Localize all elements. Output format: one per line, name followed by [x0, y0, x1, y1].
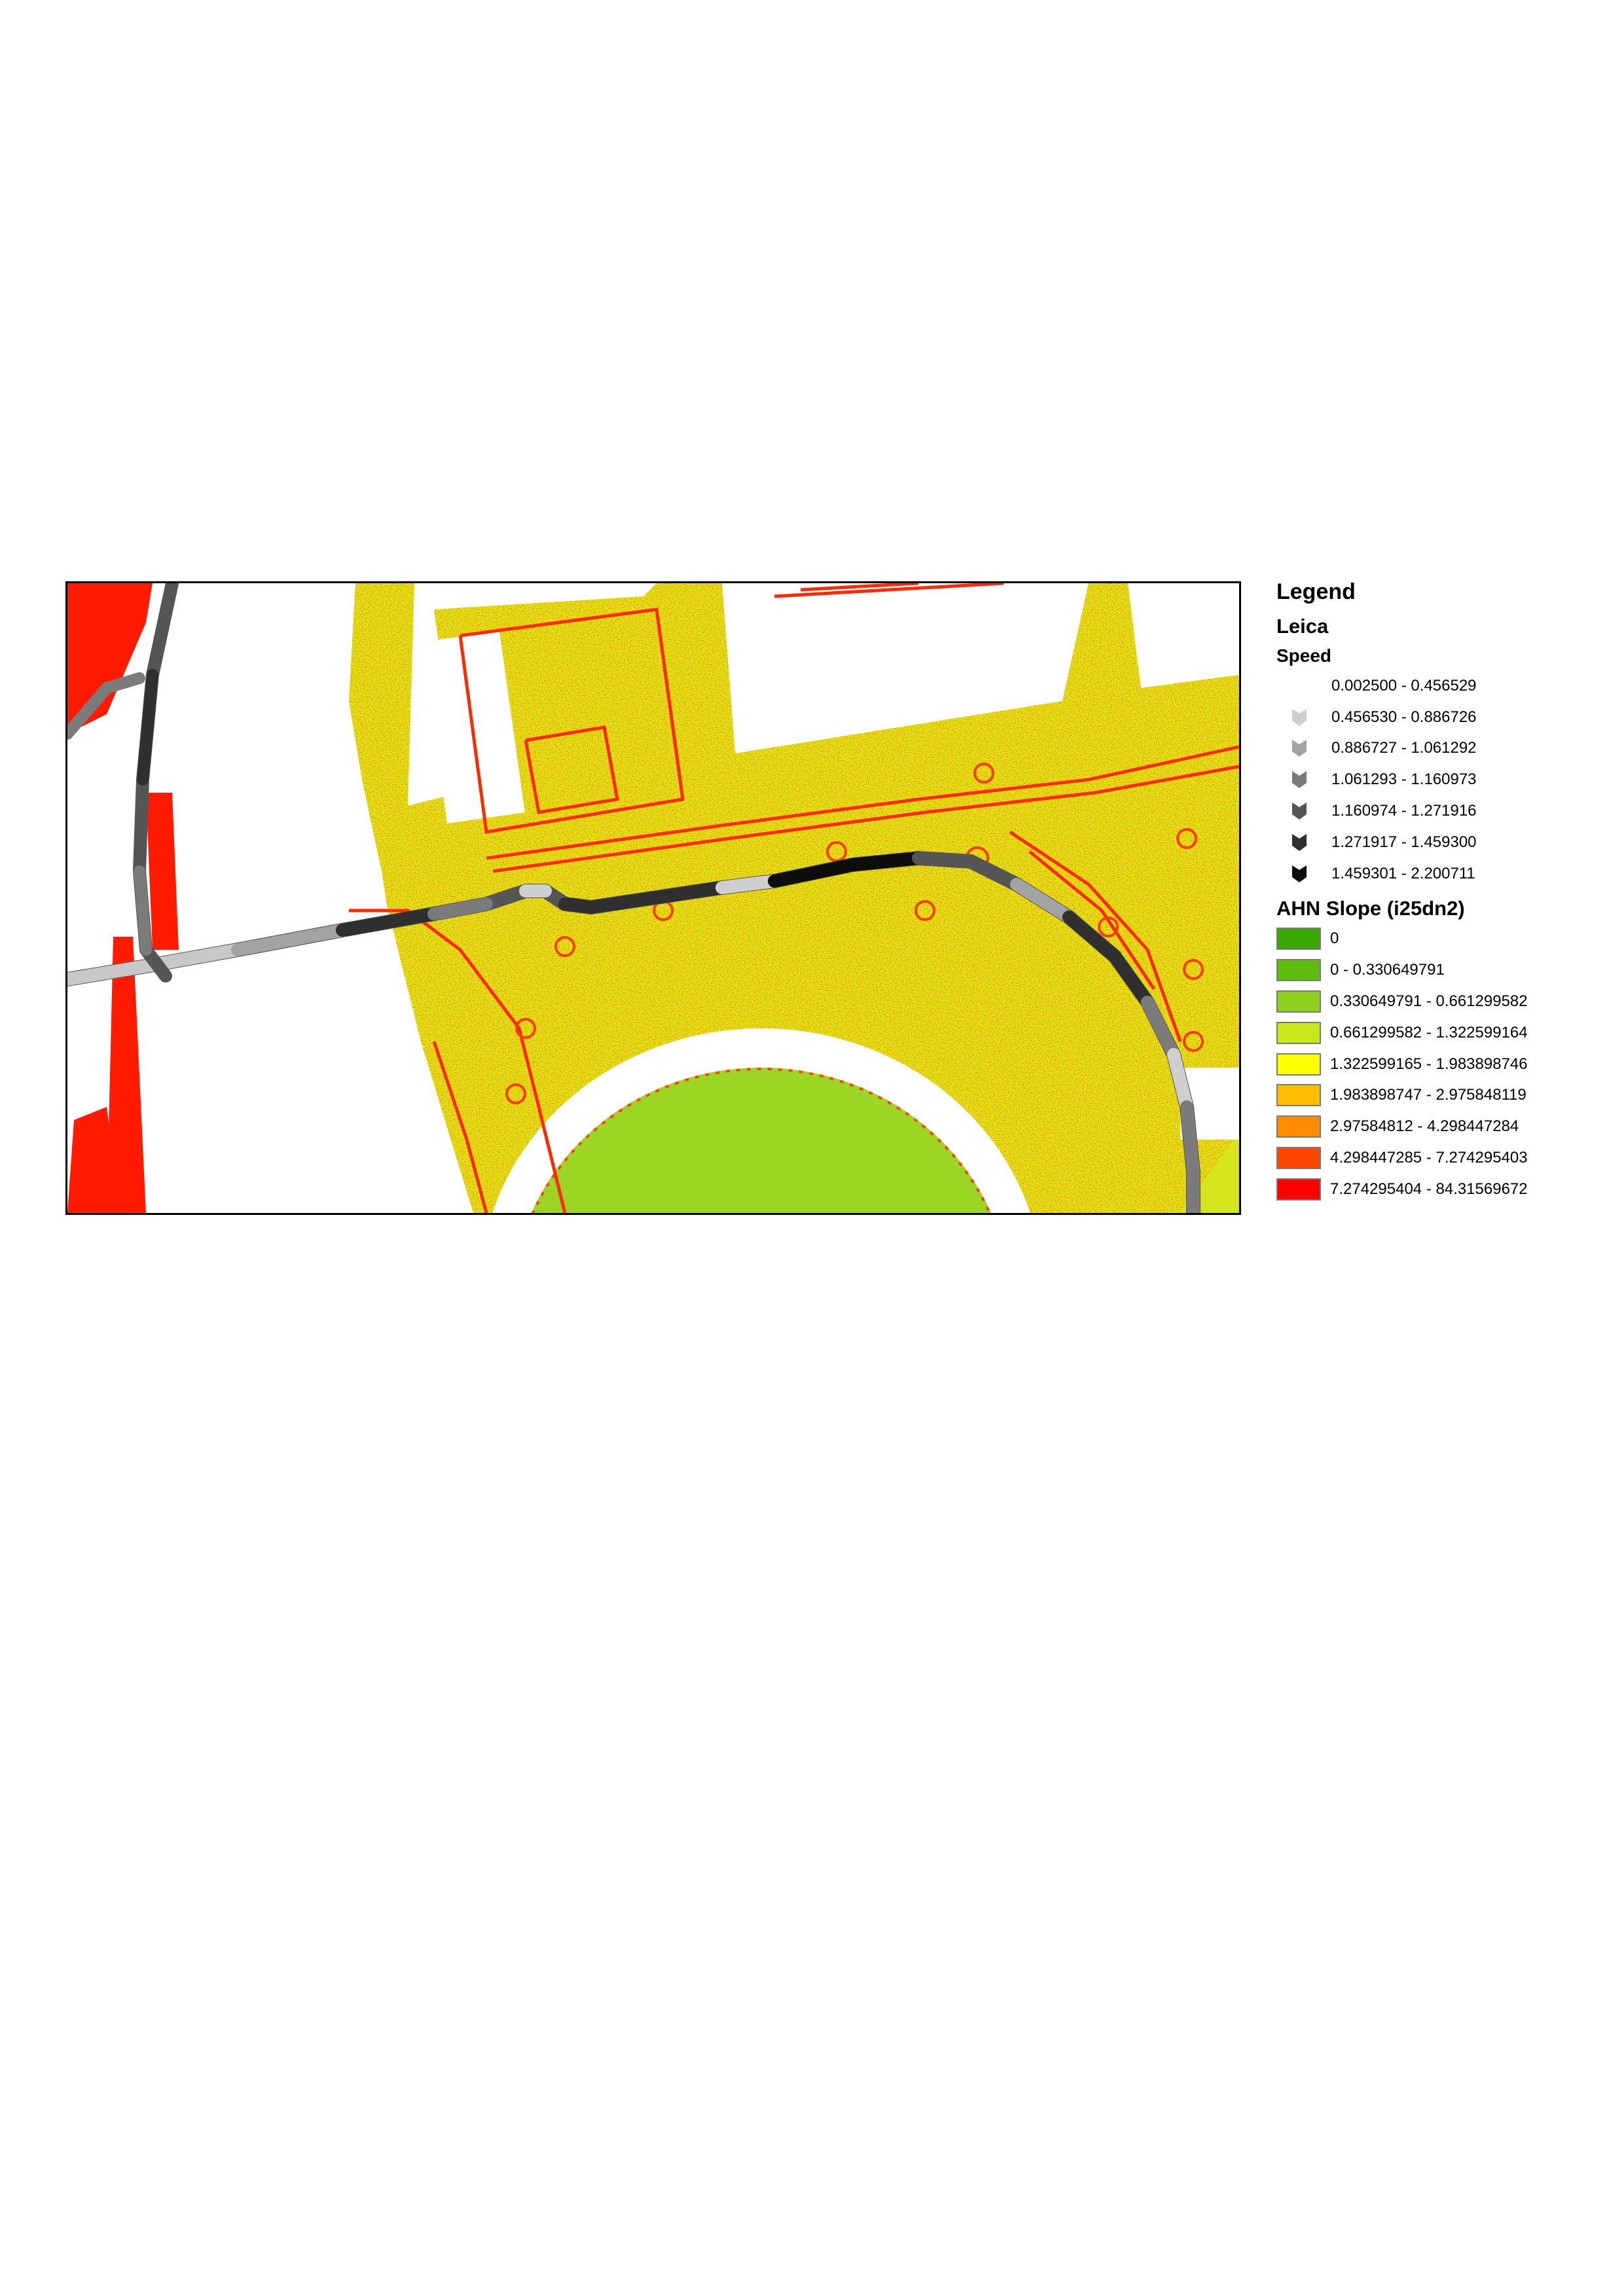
- slope-class-label: 2.97584812 - 4.298447284: [1330, 1117, 1519, 1136]
- speed-class-row: 0.886727 - 1.061292: [1276, 733, 1604, 765]
- map-legend: Legend Leica Speed 0.002500 - 0.456529 0.…: [1276, 576, 1604, 1205]
- slope-class-label: 0.330649791 - 0.661299582: [1330, 992, 1528, 1011]
- speed-class-row: 0.002500 - 0.456529: [1276, 670, 1604, 702]
- speed-class-label: 1.459301 - 2.200711: [1331, 864, 1475, 882]
- speed-class-row: 0.456530 - 0.886726: [1276, 702, 1604, 733]
- edge-lines: [349, 583, 1239, 1213]
- slope-title: AHN Slope (i25dn2): [1276, 896, 1465, 920]
- map-view[interactable]: [65, 581, 1241, 1215]
- speed-title: Speed: [1276, 645, 1332, 666]
- slope-class-label: 0 - 0.330649791: [1330, 961, 1445, 979]
- slope-color-swatch: [1276, 1147, 1321, 1170]
- speed-class-row: 1.160974 - 1.271916: [1276, 795, 1604, 827]
- slope-class-row: 7.274295404 - 84.31569672: [1276, 1174, 1604, 1205]
- speed-track: [67, 583, 1200, 1213]
- speed-class-label: 0.456530 - 0.886726: [1331, 708, 1477, 726]
- legend-title: Legend: [1276, 579, 1356, 604]
- slope-class-row: 0 - 0.330649791: [1276, 954, 1604, 986]
- slope-color-swatch: [1276, 1115, 1321, 1138]
- slope-class-label: 1.322599165 - 1.983898746: [1330, 1055, 1528, 1073]
- slope-class-label: 1.983898747 - 2.975848119: [1330, 1086, 1526, 1104]
- slope-class-row: 4.298447285 - 7.274295403: [1276, 1142, 1604, 1174]
- speed-class-label: 0.886727 - 1.061292: [1331, 739, 1477, 757]
- slope-class-row: 2.97584812 - 4.298447284: [1276, 1111, 1604, 1142]
- slope-color-swatch: [1276, 1178, 1321, 1201]
- slope-raster-map: [67, 583, 1239, 1213]
- stadium-field: [532, 1068, 991, 1213]
- slope-class-row: 1.983898747 - 2.975848119: [1276, 1080, 1604, 1111]
- slope-color-swatch: [1276, 959, 1321, 982]
- slope-color-swatch: [1276, 1053, 1321, 1075]
- chevron-marker-icon: [1276, 675, 1322, 697]
- speed-class-row: 1.061293 - 1.160973: [1276, 764, 1604, 795]
- chevron-marker-icon: [1276, 768, 1322, 791]
- speed-class-list: 0.002500 - 0.456529 0.456530 - 0.886726 0.…: [1276, 670, 1604, 890]
- speed-class-label: 1.271917 - 1.459300: [1331, 833, 1477, 851]
- slope-class-label: 4.298447285 - 7.274295403: [1330, 1149, 1528, 1167]
- slope-class-row: 1.322599165 - 1.983898746: [1276, 1049, 1604, 1080]
- steep-slope-features: [67, 583, 179, 1213]
- slope-color-swatch: [1276, 928, 1321, 950]
- layer-name: Leica: [1276, 615, 1329, 638]
- round-features: [505, 763, 1204, 1104]
- slope-class-label: 7.274295404 - 84.31569672: [1330, 1180, 1528, 1198]
- slope-class-label: 0: [1330, 930, 1339, 948]
- chevron-marker-icon: [1276, 863, 1322, 885]
- chevron-marker-icon: [1276, 800, 1322, 822]
- speed-class-label: 0.002500 - 0.456529: [1331, 676, 1477, 695]
- speed-class-label: 1.160974 - 1.271916: [1331, 802, 1477, 820]
- slope-color-swatch: [1276, 1084, 1321, 1107]
- slope-class-row: 0.330649791 - 0.661299582: [1276, 986, 1604, 1017]
- chevron-marker-icon: [1276, 831, 1322, 854]
- speed-class-row: 1.459301 - 2.200711: [1276, 858, 1604, 890]
- slope-class-row: 0.661299582 - 1.322599164: [1276, 1017, 1604, 1049]
- slope-color-swatch: [1276, 990, 1321, 1013]
- speed-class-row: 1.271917 - 1.459300: [1276, 827, 1604, 858]
- slope-class-row: 0: [1276, 924, 1604, 955]
- chevron-marker-icon: [1276, 737, 1322, 759]
- slope-color-swatch: [1276, 1021, 1321, 1044]
- slope-class-label: 0.661299582 - 1.322599164: [1330, 1023, 1528, 1041]
- slope-class-list: 0 0 - 0.330649791 0.330649791 - 0.66129958…: [1276, 924, 1604, 1205]
- speed-class-label: 1.061293 - 1.160973: [1331, 770, 1477, 789]
- chevron-marker-icon: [1276, 706, 1322, 729]
